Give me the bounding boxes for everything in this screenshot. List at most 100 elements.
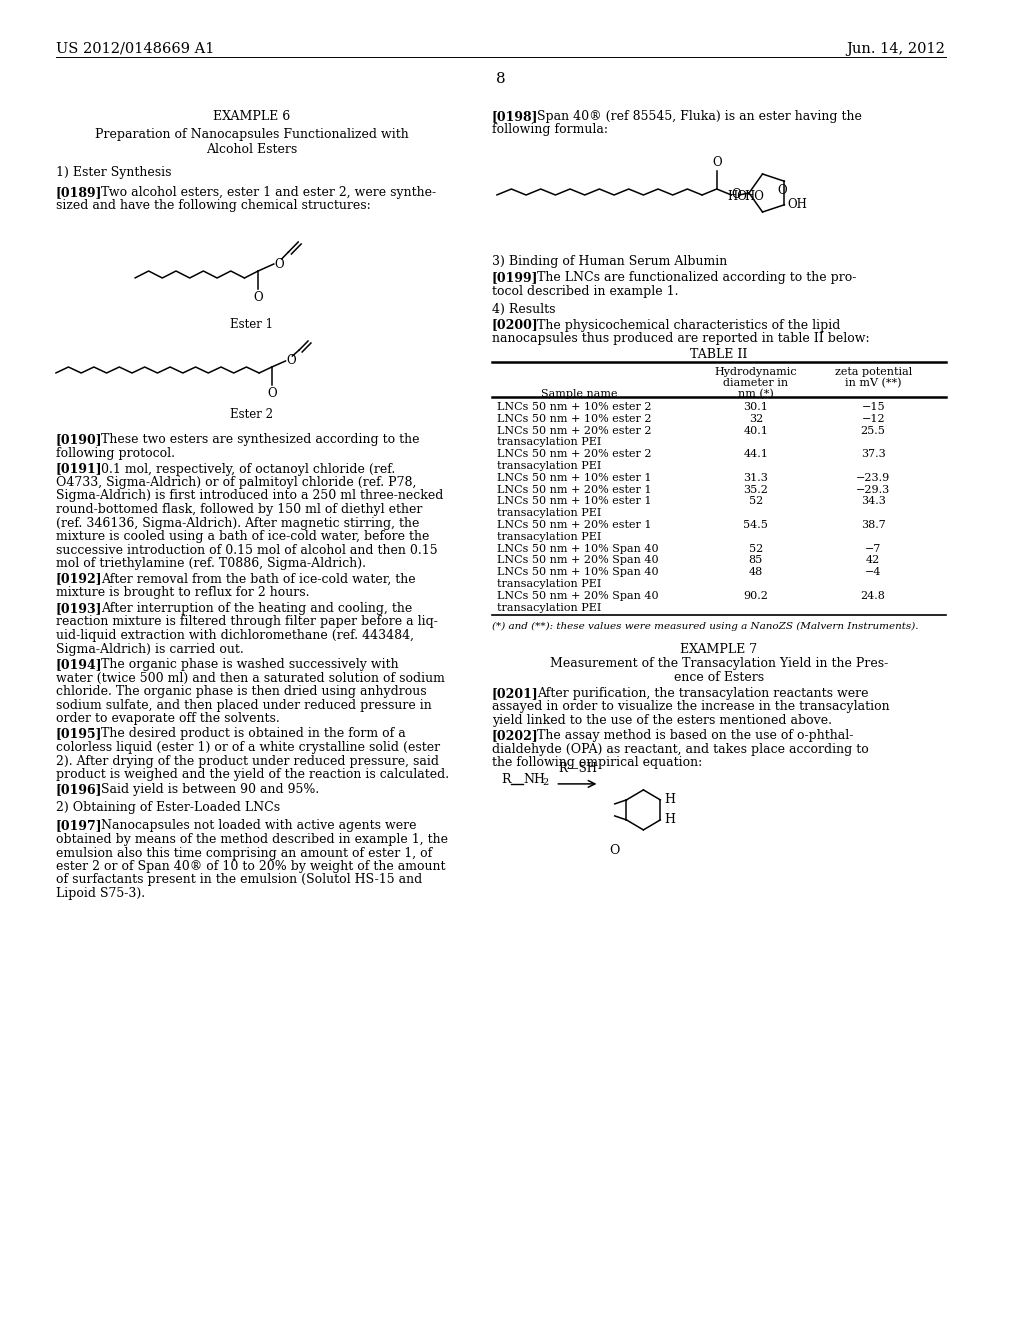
- Text: obtained by means of the method described in example 1, the: obtained by means of the method describe…: [55, 833, 447, 846]
- Text: Nanocapsules not loaded with active agents were: Nanocapsules not loaded with active agen…: [100, 820, 416, 833]
- Text: round-bottomed flask, followed by 150 ml of diethyl ether: round-bottomed flask, followed by 150 ml…: [55, 503, 422, 516]
- Text: nanocapsules thus produced are reported in table II below:: nanocapsules thus produced are reported …: [492, 333, 869, 345]
- Text: 52: 52: [749, 496, 763, 507]
- Text: −29.3: −29.3: [856, 484, 890, 495]
- Text: LNCs 50 nm + 10% ester 1: LNCs 50 nm + 10% ester 1: [497, 496, 651, 507]
- Text: 3) Binding of Human Serum Albumin: 3) Binding of Human Serum Albumin: [492, 255, 727, 268]
- Text: Hydrodynamic: Hydrodynamic: [715, 367, 797, 378]
- Text: −7: −7: [865, 544, 882, 553]
- Text: following formula:: following formula:: [492, 124, 608, 136]
- Text: zeta potential: zeta potential: [835, 367, 911, 378]
- Text: 30.1: 30.1: [743, 403, 768, 412]
- Text: 8: 8: [496, 73, 506, 86]
- Text: transacylation PEI: transacylation PEI: [497, 532, 601, 541]
- Text: 38.7: 38.7: [861, 520, 886, 531]
- Text: After removal from the bath of ice-cold water, the: After removal from the bath of ice-cold …: [100, 573, 416, 586]
- Text: Two alcohol esters, ester 1 and ester 2, were synthe-: Two alcohol esters, ester 1 and ester 2,…: [100, 186, 436, 199]
- Text: These two esters are synthesized according to the: These two esters are synthesized accordi…: [100, 433, 419, 446]
- Text: [0193]: [0193]: [55, 602, 102, 615]
- Text: 31.3: 31.3: [743, 473, 768, 483]
- Text: O: O: [287, 355, 296, 367]
- Text: emulsion also this time comprising an amount of ester 1, of: emulsion also this time comprising an am…: [55, 846, 432, 859]
- Text: LNCs 50 nm + 20% Span 40: LNCs 50 nm + 20% Span 40: [497, 591, 658, 601]
- Text: 2). After drying of the product under reduced pressure, said: 2). After drying of the product under re…: [55, 755, 438, 767]
- Text: LNCs 50 nm + 10% ester 2: LNCs 50 nm + 10% ester 2: [497, 413, 651, 424]
- Text: [0198]: [0198]: [492, 110, 539, 123]
- Text: [0202]: [0202]: [492, 730, 539, 742]
- Text: H: H: [665, 793, 675, 807]
- Text: OH: OH: [787, 198, 807, 211]
- Text: 4) Results: 4) Results: [492, 302, 555, 315]
- Text: NH: NH: [523, 774, 545, 787]
- Text: 40.1: 40.1: [743, 425, 768, 436]
- Text: −4: −4: [865, 568, 882, 577]
- Text: 37.3: 37.3: [861, 449, 886, 459]
- Text: −12: −12: [861, 413, 885, 424]
- Text: dialdehyde (OPA) as reactant, and takes place according to: dialdehyde (OPA) as reactant, and takes …: [492, 743, 868, 756]
- Text: transacylation PEI: transacylation PEI: [497, 603, 601, 612]
- Text: The LNCs are functionalized according to the pro-: The LNCs are functionalized according to…: [537, 271, 856, 284]
- Text: [0190]: [0190]: [55, 433, 102, 446]
- Text: 24.8: 24.8: [861, 591, 886, 601]
- Text: Ester 1: Ester 1: [230, 318, 273, 331]
- Text: O: O: [267, 387, 276, 400]
- Text: US 2012/0148669 A1: US 2012/0148669 A1: [55, 42, 214, 55]
- Text: Sigma-Aldrich) is carried out.: Sigma-Aldrich) is carried out.: [55, 643, 244, 656]
- Text: O: O: [731, 189, 741, 202]
- Text: Measurement of the Transacylation Yield in the Pres-: Measurement of the Transacylation Yield …: [550, 657, 888, 671]
- Text: reaction mixture is filtered through filter paper before a liq-: reaction mixture is filtered through fil…: [55, 615, 437, 628]
- Text: sized and have the following chemical structures:: sized and have the following chemical st…: [55, 199, 371, 213]
- Text: uid-liquid extraction with dichloromethane (ref. 443484,: uid-liquid extraction with dichlorometha…: [55, 630, 414, 642]
- Text: R—SH: R—SH: [558, 762, 597, 775]
- Text: EXAMPLE 6: EXAMPLE 6: [213, 110, 291, 123]
- Text: (*) and (**): these values were measured using a NanoZS (Malvern Instruments).: (*) and (**): these values were measured…: [492, 622, 919, 631]
- Text: LNCs 50 nm + 10% ester 2: LNCs 50 nm + 10% ester 2: [497, 403, 651, 412]
- Text: 0.1 mol, respectively, of octanoyl chloride (ref.: 0.1 mol, respectively, of octanoyl chlor…: [100, 462, 395, 475]
- Text: 90.2: 90.2: [743, 591, 768, 601]
- Text: −23.9: −23.9: [856, 473, 890, 483]
- Text: mol of triethylamine (ref. T0886, Sigma-Aldrich).: mol of triethylamine (ref. T0886, Sigma-…: [55, 557, 366, 570]
- Text: LNCs 50 nm + 20% Span 40: LNCs 50 nm + 20% Span 40: [497, 556, 658, 565]
- Text: 44.1: 44.1: [743, 449, 768, 459]
- Text: 48: 48: [749, 568, 763, 577]
- Text: assayed in order to visualize the increase in the transacylation: assayed in order to visualize the increa…: [492, 701, 890, 713]
- Text: transacylation PEI: transacylation PEI: [497, 579, 601, 589]
- Text: HO: HO: [727, 190, 748, 203]
- Text: 32: 32: [749, 413, 763, 424]
- Text: 2: 2: [543, 779, 549, 788]
- Text: the following empirical equation:: the following empirical equation:: [492, 756, 702, 770]
- Text: 85: 85: [749, 556, 763, 565]
- Text: [0199]: [0199]: [492, 271, 539, 284]
- Text: order to evaporate off the solvents.: order to evaporate off the solvents.: [55, 711, 280, 725]
- Text: Alcohol Esters: Alcohol Esters: [206, 143, 297, 156]
- Text: sodium sulfate, and then placed under reduced pressure in: sodium sulfate, and then placed under re…: [55, 698, 431, 711]
- Text: Ester 2: Ester 2: [230, 408, 273, 421]
- Text: O: O: [777, 183, 787, 197]
- Text: 52: 52: [749, 544, 763, 553]
- Text: [0196]: [0196]: [55, 784, 102, 796]
- Text: LNCs 50 nm + 20% ester 2: LNCs 50 nm + 20% ester 2: [497, 425, 651, 436]
- Text: H: H: [665, 813, 675, 826]
- Text: [0191]: [0191]: [55, 462, 102, 475]
- Text: in mV (**): in mV (**): [845, 378, 901, 388]
- Text: After interruption of the heating and cooling, the: After interruption of the heating and co…: [100, 602, 412, 615]
- Text: following protocol.: following protocol.: [55, 446, 175, 459]
- Text: R: R: [502, 774, 511, 787]
- Text: The organic phase is washed successively with: The organic phase is washed successively…: [100, 657, 398, 671]
- Text: of surfactants present in the emulsion (Solutol HS-15 and: of surfactants present in the emulsion (…: [55, 874, 422, 887]
- Text: (ref. 346136, Sigma-Aldrich). After magnetic stirring, the: (ref. 346136, Sigma-Aldrich). After magn…: [55, 516, 419, 529]
- Text: mixture is cooled using a bath of ice-cold water, before the: mixture is cooled using a bath of ice-co…: [55, 531, 429, 543]
- Text: Span 40® (ref 85545, Fluka) is an ester having the: Span 40® (ref 85545, Fluka) is an ester …: [537, 110, 861, 123]
- Text: yield linked to the use of the esters mentioned above.: yield linked to the use of the esters me…: [492, 714, 831, 727]
- Text: LNCs 50 nm + 20% ester 2: LNCs 50 nm + 20% ester 2: [497, 449, 651, 459]
- Text: 54.5: 54.5: [743, 520, 768, 531]
- Text: nm (*): nm (*): [738, 389, 774, 400]
- Text: product is weighed and the yield of the reaction is calculated.: product is weighed and the yield of the …: [55, 768, 449, 781]
- Text: transacylation PEI: transacylation PEI: [497, 508, 601, 519]
- Text: colorless liquid (ester 1) or of a white crystalline solid (ester: colorless liquid (ester 1) or of a white…: [55, 741, 440, 754]
- Text: HO: HO: [744, 190, 765, 203]
- Text: LNCs 50 nm + 10% ester 1: LNCs 50 nm + 10% ester 1: [497, 473, 651, 483]
- Text: The physicochemical characteristics of the lipid: The physicochemical characteristics of t…: [537, 318, 840, 331]
- Text: 2) Obtaining of Ester-Loaded LNCs: 2) Obtaining of Ester-Loaded LNCs: [55, 801, 280, 814]
- Text: Preparation of Nanocapsules Functionalized with: Preparation of Nanocapsules Functionaliz…: [95, 128, 409, 141]
